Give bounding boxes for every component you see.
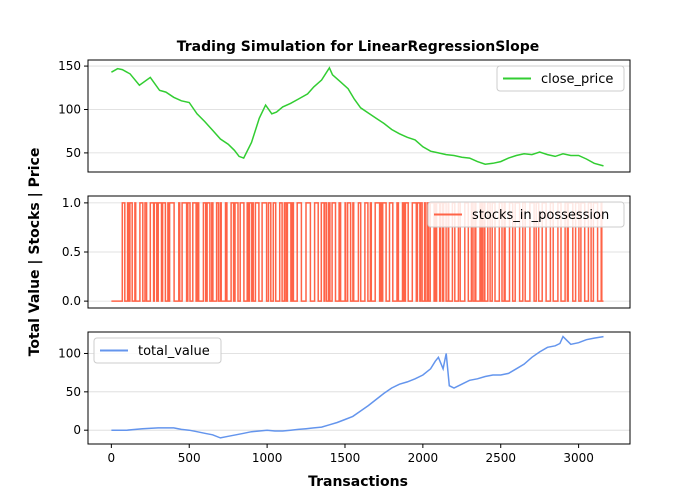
x-ticks: 0 500 1000 1500 2000 2500 3000 (108, 444, 594, 465)
x-tick-label: 500 (178, 451, 201, 465)
y-tick-label: 100 (58, 346, 81, 360)
y-tick-label: 100 (58, 102, 81, 116)
x-tick-label: 3000 (563, 451, 594, 465)
y-tick-label: 1.0 (62, 196, 81, 210)
y-tick-label: 0.0 (62, 294, 81, 308)
panel-stocks-in-possession: 0.0 0.5 1.0 stocks_in_possession (62, 195, 631, 309)
x-axis-label: Transactions (308, 474, 408, 490)
y-ticks: 0 50 100 (58, 346, 88, 437)
x-tick-label: 2000 (408, 451, 439, 465)
y-tick-label: 0 (73, 423, 81, 437)
panel-close-price: 50 100 150 close_price (58, 59, 631, 173)
y-axis-label: Total Value | Stocks | Price (27, 148, 43, 357)
panel-total-value: 0 50 100 total_value 0 500 1000 1500 2000 2500 3… (58, 331, 631, 465)
x-tick-label: 1500 (330, 451, 361, 465)
axes-frame (87, 59, 631, 173)
legend-label: stocks_in_possession (472, 208, 609, 223)
legend-label: total_value (138, 344, 210, 359)
y-ticks: 50 100 150 (58, 59, 88, 160)
y-ticks: 0.0 0.5 1.0 (62, 196, 88, 308)
legend: close_price (496, 65, 625, 92)
series-line (111, 335, 604, 439)
series-line (111, 202, 604, 302)
legend: total_value (93, 337, 222, 364)
y-tick-label: 150 (58, 59, 81, 73)
y-tick-label: 50 (66, 385, 81, 399)
series-line (111, 66, 604, 167)
gridlines (88, 353, 630, 431)
x-tick-label: 1000 (252, 451, 283, 465)
legend-label: close_price (541, 72, 613, 87)
y-tick-label: 0.5 (62, 245, 81, 259)
x-tick-label: 0 (108, 451, 116, 465)
legend: stocks_in_possession (427, 201, 625, 228)
y-tick-label: 50 (66, 146, 81, 160)
axes-frame (87, 331, 631, 445)
chart-title: Trading Simulation for LinearRegressionS… (177, 39, 539, 55)
x-tick-label: 2500 (485, 451, 516, 465)
